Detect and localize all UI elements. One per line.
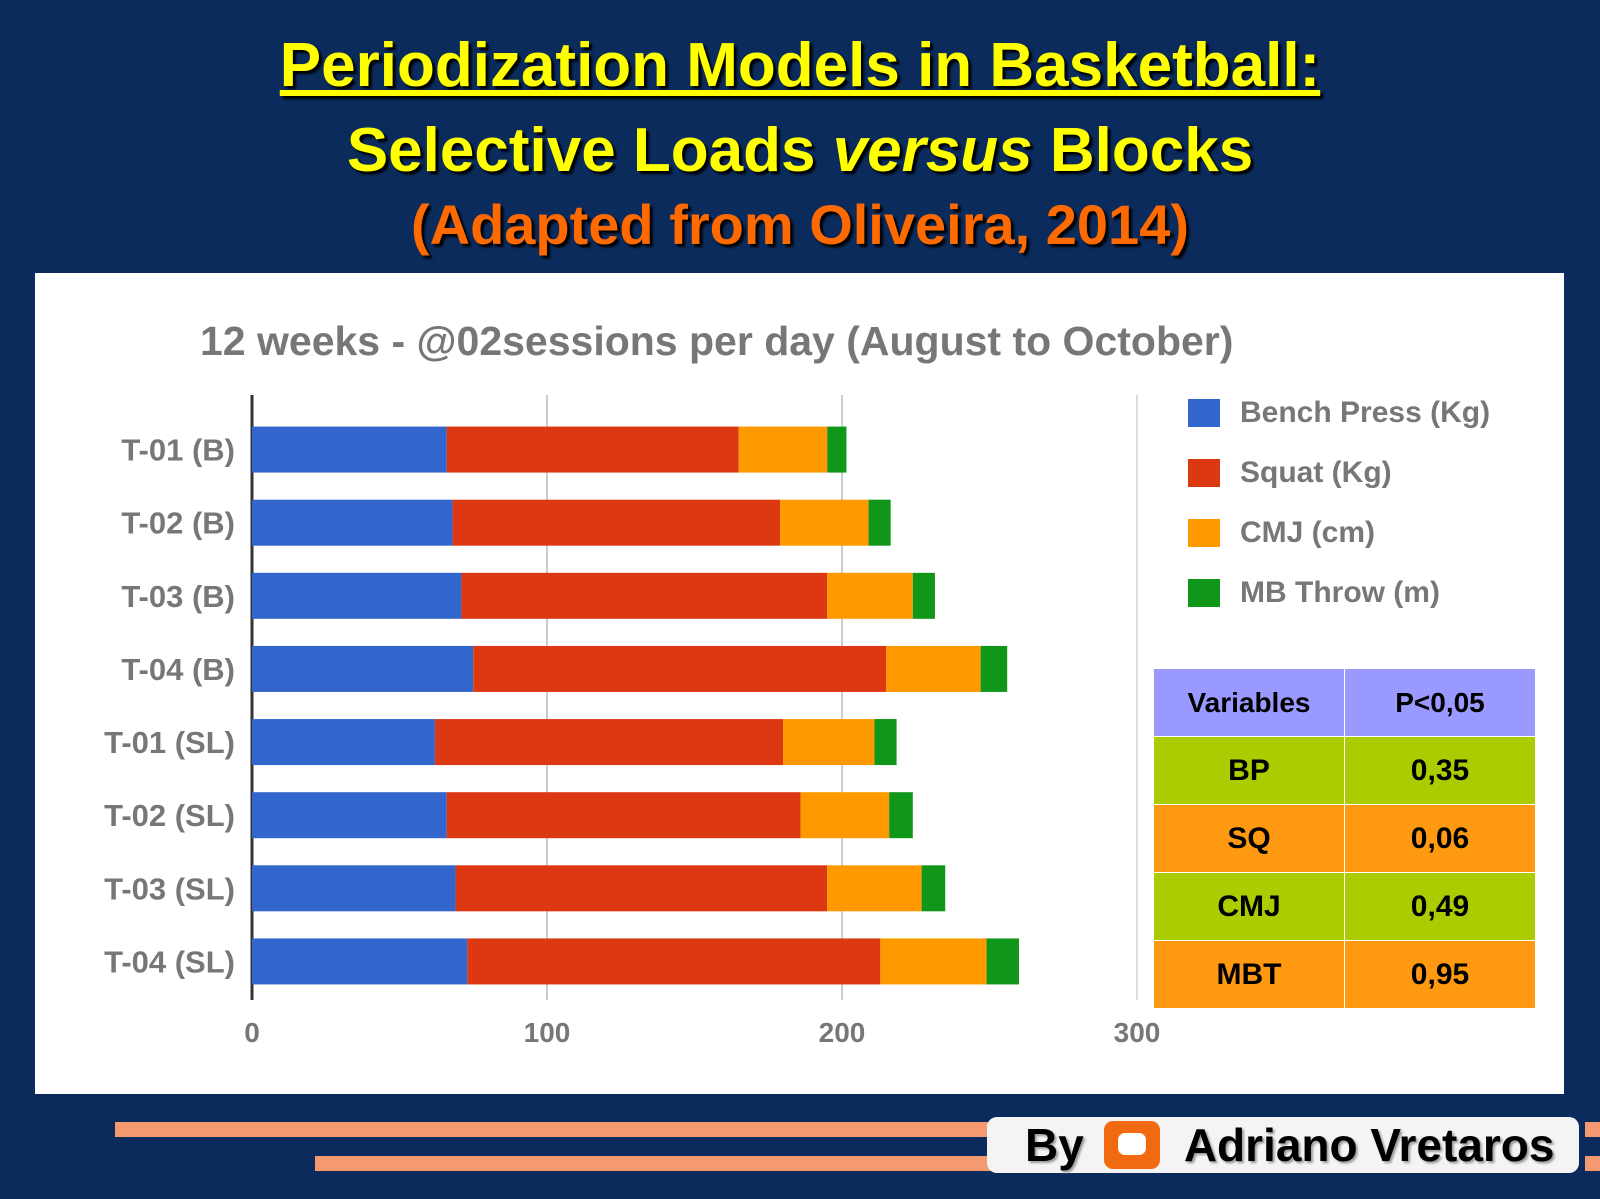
- bar-segment: [446, 792, 801, 839]
- bar-segment: [780, 499, 869, 546]
- cell: 0,06: [1344, 804, 1536, 873]
- header-cell: P<0,05: [1344, 668, 1536, 737]
- bar-segment: [446, 426, 739, 473]
- y-category-label: T-03 (B): [121, 579, 235, 614]
- legend-item: Squat (Kg): [1188, 456, 1392, 490]
- table-row: SQ 0,06: [1153, 804, 1536, 873]
- slide-subtitle: Selective Loads versus Blocks: [346, 116, 1254, 185]
- bar-segment: [827, 865, 922, 912]
- y-category-label: T-02 (B): [121, 506, 235, 541]
- bar-segment: [783, 719, 875, 766]
- bar-segment: [252, 719, 435, 766]
- bar-segment: [467, 938, 881, 985]
- legend-label: Squat (Kg): [1240, 456, 1392, 489]
- bar-segment: [434, 719, 783, 766]
- cell: 0,35: [1344, 736, 1536, 805]
- bar-segment: [889, 792, 913, 839]
- legend-swatch: [1188, 579, 1220, 607]
- bar-segment: [986, 938, 1019, 985]
- legend-swatch: [1188, 399, 1220, 427]
- bar-segment: [252, 938, 468, 985]
- y-category-label: T-01 (B): [121, 433, 235, 468]
- legend-label: CMJ (cm): [1240, 516, 1376, 549]
- decorative-stripe: [1585, 1156, 1600, 1171]
- cell: 0,49: [1344, 872, 1536, 941]
- table-header-row: Variables P<0,05: [1153, 668, 1536, 737]
- cell: 0,95: [1344, 940, 1536, 1009]
- x-tick-label: 100: [524, 1017, 571, 1048]
- bar-segment: [473, 645, 887, 692]
- blogger-icon: [1103, 1121, 1160, 1169]
- slide-source: (Adapted from Oliveira, 2014): [410, 193, 1189, 256]
- cell: MBT: [1153, 940, 1345, 1009]
- x-tick-label: 0: [244, 1017, 260, 1048]
- bar-segment: [455, 865, 828, 912]
- bar-segment: [800, 792, 890, 839]
- y-category-label: T-03 (SL): [104, 871, 235, 906]
- bar-segment: [886, 645, 981, 692]
- bar-segment: [921, 865, 946, 912]
- bar-segment: [980, 645, 1008, 692]
- bar-segment: [874, 719, 897, 766]
- table-row: BP 0,35: [1153, 736, 1536, 805]
- y-category-label: T-04 (SL): [104, 944, 235, 979]
- bar-segment: [738, 426, 828, 473]
- bar-segment: [252, 645, 474, 692]
- bar-segment: [827, 572, 913, 619]
- bar-segment: [452, 499, 781, 546]
- cell: BP: [1153, 736, 1345, 805]
- bar-segment: [252, 865, 456, 912]
- bar-segment: [827, 426, 847, 473]
- x-tick-label: 300: [1114, 1017, 1161, 1048]
- y-category-label: T-04 (B): [121, 652, 235, 687]
- author-name: Adriano Vretaros: [1183, 1119, 1555, 1171]
- bar-segment: [461, 572, 828, 619]
- bar-segment: [252, 792, 447, 839]
- table-row: MBT 0,95: [1153, 940, 1536, 1009]
- bar-segment: [252, 426, 447, 473]
- legend-label: Bench Press (Kg): [1240, 396, 1491, 429]
- bar-segment: [868, 499, 891, 546]
- legend-item: CMJ (cm): [1188, 516, 1375, 550]
- bar-segment: [252, 572, 462, 619]
- slide-title: Periodization Models in Basketball:: [279, 31, 1321, 100]
- header-cell: Variables: [1153, 668, 1345, 737]
- legend-label: MB Throw (m): [1240, 576, 1440, 609]
- bar-segment: [252, 499, 453, 546]
- x-tick-label: 200: [819, 1017, 866, 1048]
- author-badge: By Adriano Vretaros: [987, 1117, 1579, 1173]
- bar-segment: [912, 572, 935, 619]
- legend-item: Bench Press (Kg): [1188, 396, 1490, 430]
- legend-swatch: [1188, 519, 1220, 547]
- bar-segment: [880, 938, 987, 985]
- y-category-label: T-01 (SL): [104, 725, 235, 760]
- decorative-stripe: [115, 1122, 995, 1137]
- cell: SQ: [1153, 804, 1345, 873]
- cell: CMJ: [1153, 872, 1345, 941]
- stats-table: Variables P<0,05 BP 0,35 SQ 0,06 CMJ 0,49 M…: [1153, 668, 1536, 1009]
- decorative-stripe: [1585, 1122, 1600, 1137]
- table-row: CMJ 0,49: [1153, 872, 1536, 941]
- legend-swatch: [1188, 459, 1220, 487]
- legend-item: MB Throw (m): [1188, 576, 1440, 610]
- by-label: By: [1025, 1119, 1084, 1171]
- y-category-label: T-02 (SL): [104, 798, 235, 833]
- decorative-stripe: [315, 1156, 995, 1171]
- chart-title: 12 weeks - @02sessions per day (August t…: [200, 318, 1234, 364]
